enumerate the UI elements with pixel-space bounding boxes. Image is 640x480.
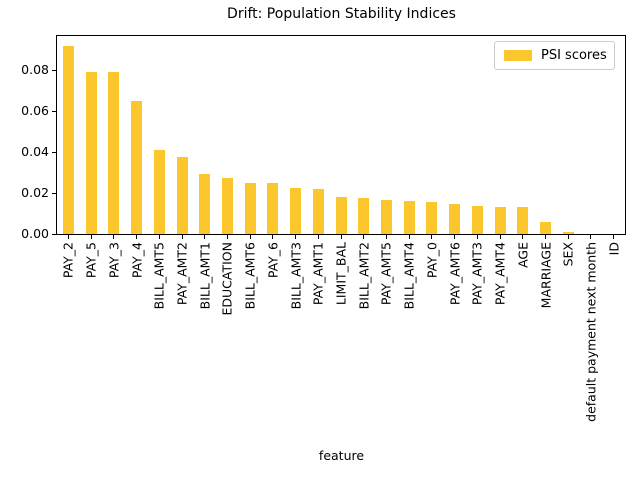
legend: PSI scores [494, 41, 615, 70]
x-tick [249, 235, 251, 239]
bar [153, 150, 165, 234]
bar [426, 202, 438, 234]
x-tick-label: PAY_2 [60, 242, 76, 279]
y-tick-label: 0.02 [21, 185, 49, 201]
bar [403, 201, 415, 234]
bar [335, 197, 347, 234]
x-tick-label: default payment next month [583, 242, 599, 422]
x-tick [545, 235, 546, 239]
x-tick-label: AGE [515, 242, 531, 268]
x-tick-label: BILL_AMT6 [242, 242, 258, 310]
y-tick-label: 0.08 [21, 62, 49, 78]
bar [62, 45, 74, 234]
x-tick-label: LIMIT_BAL [333, 242, 349, 306]
legend-label: PSI scores [541, 48, 607, 63]
y-tick-label: 0.06 [21, 103, 49, 119]
bar [358, 198, 370, 234]
x-tick-label: BILL_AMT5 [151, 242, 167, 310]
x-tick [613, 235, 615, 239]
bar [108, 72, 120, 234]
bar [85, 72, 97, 234]
bar [517, 207, 529, 234]
x-tick-label: PAY_AMT3 [469, 242, 485, 306]
x-tick-label: ID [606, 242, 622, 256]
x-tick-label: SEX [560, 242, 576, 267]
x-axis-label: feature [318, 448, 365, 463]
x-tick [499, 235, 501, 239]
bar [244, 182, 256, 234]
y-tick [52, 233, 56, 235]
y-tick [52, 69, 56, 71]
x-tick [385, 235, 387, 239]
x-tick [567, 235, 569, 239]
bar [449, 204, 461, 234]
x-tick [522, 235, 524, 239]
x-tick [454, 235, 456, 239]
bar [562, 232, 574, 234]
bar [176, 157, 188, 234]
x-tick-label: PAY_3 [106, 242, 122, 279]
x-tick-label: PAY_4 [129, 242, 144, 279]
bar [267, 182, 279, 234]
x-tick-label: PAY_5 [83, 242, 99, 279]
legend-swatch-psi [504, 50, 532, 61]
x-tick-label: PAY_6 [265, 242, 281, 279]
bar [380, 200, 392, 234]
x-tick [590, 235, 592, 239]
x-tick-label: BILL_AMT4 [401, 242, 417, 310]
chart-title: Drift: Population Stability Indices [227, 6, 456, 22]
x-tick [67, 235, 69, 239]
x-tick [363, 235, 365, 239]
x-tick-label: BILL_AMT3 [288, 242, 304, 310]
x-tick [295, 235, 297, 239]
x-tick [476, 235, 478, 239]
bar [290, 187, 302, 234]
x-tick [90, 235, 92, 239]
bar [199, 173, 211, 234]
x-tick-label: PAY_AMT2 [174, 242, 190, 306]
bar [131, 100, 142, 234]
y-tick-label: 0.00 [21, 226, 49, 241]
x-tick [340, 235, 342, 239]
x-tick-label: PAY_AMT6 [447, 242, 463, 306]
x-tick [408, 235, 410, 239]
x-tick-label: EDUCATION [219, 242, 235, 316]
bar [494, 207, 506, 234]
x-tick [181, 235, 183, 239]
bar [540, 221, 551, 234]
bar [221, 177, 233, 234]
x-tick-label: PAY_0 [424, 242, 440, 279]
x-tick [158, 235, 160, 239]
y-tick [52, 192, 56, 194]
x-tick-label: PAY_AMT1 [310, 242, 326, 306]
y-tick [52, 110, 56, 112]
x-tick [136, 235, 137, 239]
x-tick-label: PAY_AMT4 [492, 242, 508, 306]
x-tick-label: MARRIAGE [538, 242, 553, 309]
bar [312, 189, 324, 234]
x-tick-label: PAY_AMT5 [378, 242, 394, 306]
x-tick [431, 235, 433, 239]
x-tick [226, 235, 228, 239]
x-tick [317, 235, 319, 239]
y-tick [52, 151, 56, 153]
bar [471, 206, 483, 234]
x-tick [204, 235, 206, 239]
y-tick-label: 0.04 [21, 144, 49, 160]
x-tick-label: BILL_AMT1 [197, 242, 213, 310]
x-tick-label: BILL_AMT2 [356, 242, 372, 310]
x-tick [113, 235, 115, 239]
x-tick [272, 235, 274, 239]
